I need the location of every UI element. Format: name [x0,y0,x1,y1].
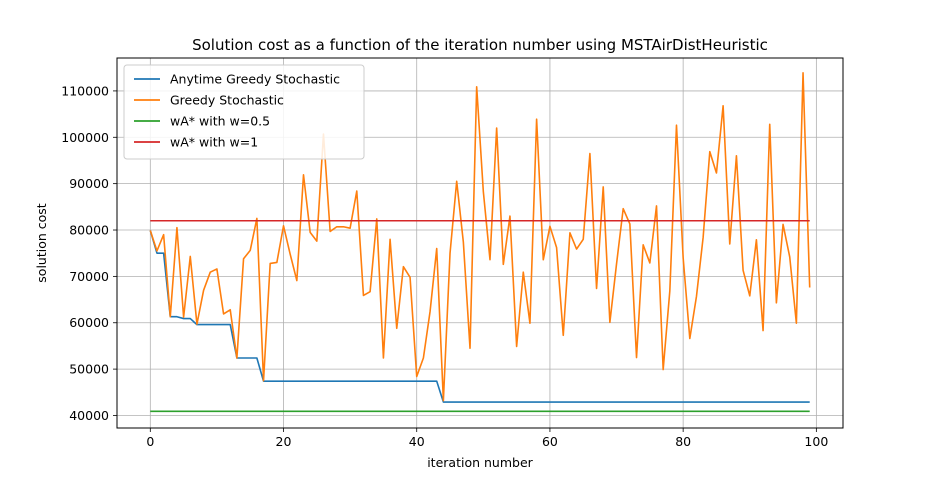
y-tick-label: 50000 [69,362,109,377]
x-tick-label: 80 [675,434,691,449]
plot-frame [116,57,844,429]
y-tick-label: 60000 [69,315,109,330]
y-tick-label: 80000 [69,223,109,238]
series-line-1 [149,72,811,402]
series-layer [149,72,811,413]
y-tick-label: 110000 [61,83,109,98]
y-tick-label: 100000 [61,130,109,145]
x-tick-label: 60 [542,434,558,449]
grid [117,58,843,428]
legend-label: Greedy Stochastic [170,93,284,108]
x-tick-label: 40 [409,434,425,449]
legend-label: wA* with w=1 [170,135,258,150]
y-axis-label: solution cost [34,203,49,283]
legend-label: wA* with w=0.5 [170,114,270,129]
x-tick-label: 0 [146,434,154,449]
x-tick-label: 100 [804,434,828,449]
ticks: 0 20 40 60 80 100 40000 50000 60000 70000 80000 900… [61,83,828,449]
series-line-0 [149,230,810,403]
legend: Anytime Greedy Stochastic Greedy Stochast… [123,64,365,160]
y-tick-label: 70000 [69,269,109,284]
y-tick-label: 90000 [69,176,109,191]
legend-label: Anytime Greedy Stochastic [170,72,340,87]
x-tick-label: 20 [276,434,292,449]
legend-box [123,64,365,160]
y-tick-label: 40000 [69,408,109,423]
x-axis-label: iteration number [427,455,533,470]
chart-title: Solution cost as a function of the itera… [192,36,768,54]
